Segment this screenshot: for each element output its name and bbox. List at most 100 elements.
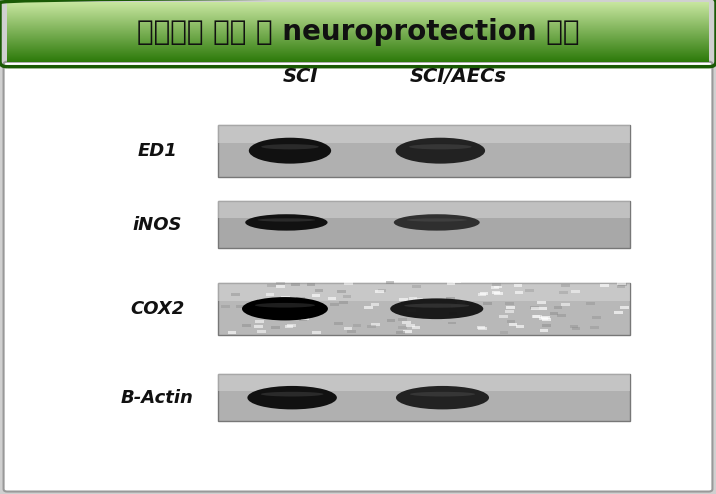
Bar [541,316,550,319]
Ellipse shape [248,386,337,410]
Bar [491,287,500,289]
Bar [347,330,356,333]
Bar [457,301,465,304]
Bar [271,327,280,329]
FancyBboxPatch shape [4,62,712,492]
Bar [218,202,630,218]
Bar [367,325,376,328]
Ellipse shape [255,303,315,308]
Bar [291,284,300,287]
Bar [398,318,407,321]
Bar [218,283,630,301]
Ellipse shape [390,298,483,319]
Bar [480,291,488,294]
Bar [477,326,485,329]
Bar [276,286,284,288]
Bar [453,280,461,283]
Bar [614,311,623,314]
Bar [620,306,629,309]
Bar [572,328,581,330]
Bar [231,293,240,296]
Bar [508,323,517,326]
Text: COX2: COX2 [130,300,185,318]
Bar [493,286,502,288]
Bar [221,305,230,308]
Bar [301,317,309,320]
Bar [406,325,415,328]
Bar [257,329,266,332]
Bar [500,330,508,333]
Bar [218,283,630,335]
Bar [618,283,626,286]
Bar [499,315,508,318]
Bar [557,314,566,317]
Bar [531,307,539,310]
Bar [387,319,395,322]
Bar [236,305,245,308]
Bar [540,329,548,332]
Bar [515,291,523,294]
Ellipse shape [261,144,319,149]
Bar [561,303,570,306]
Bar [344,282,353,285]
Ellipse shape [396,386,489,410]
Bar [550,313,558,316]
Bar [218,125,630,143]
Bar [590,326,599,329]
Bar [218,125,630,177]
Ellipse shape [261,392,324,397]
Bar [478,293,486,296]
Bar [399,298,407,301]
Bar [409,296,417,299]
Ellipse shape [407,218,467,222]
Bar [378,288,387,291]
Bar [506,306,515,309]
Bar [425,305,433,308]
Bar [312,330,321,333]
Bar [617,282,626,285]
Bar [352,325,361,328]
Bar [254,326,263,329]
Bar [301,310,310,313]
Bar [542,324,551,327]
Bar [287,324,296,327]
Bar [448,322,456,325]
Bar [403,330,412,333]
Ellipse shape [394,214,480,231]
Bar [451,305,460,308]
Ellipse shape [258,218,315,222]
Bar [272,317,281,320]
Bar [375,290,384,293]
Text: 줄기세포 투여 후 neuroprotection 효과: 줄기세포 투여 후 neuroprotection 효과 [137,18,579,46]
Ellipse shape [395,138,485,164]
Bar [561,284,570,287]
Bar [600,284,609,287]
Bar [449,312,458,315]
Bar [228,331,236,334]
Bar [364,306,373,309]
Bar [396,331,405,334]
Bar [296,297,305,300]
Bar [218,202,630,248]
Ellipse shape [245,214,328,231]
Bar [531,306,539,309]
Bar [344,327,352,330]
Text: iNOS: iNOS [132,216,183,234]
Bar [299,318,307,321]
Bar [412,326,420,329]
Bar [494,292,503,295]
Bar [532,315,541,318]
Bar [371,323,379,326]
Bar [282,309,291,312]
Bar [276,282,284,285]
Bar [328,297,337,300]
Bar [256,320,264,323]
Bar [478,328,487,330]
Bar [570,326,579,329]
Bar [415,297,423,300]
Bar [386,281,395,284]
Bar [331,303,339,306]
Bar [492,291,500,294]
Bar [371,303,379,306]
Bar [533,315,542,318]
